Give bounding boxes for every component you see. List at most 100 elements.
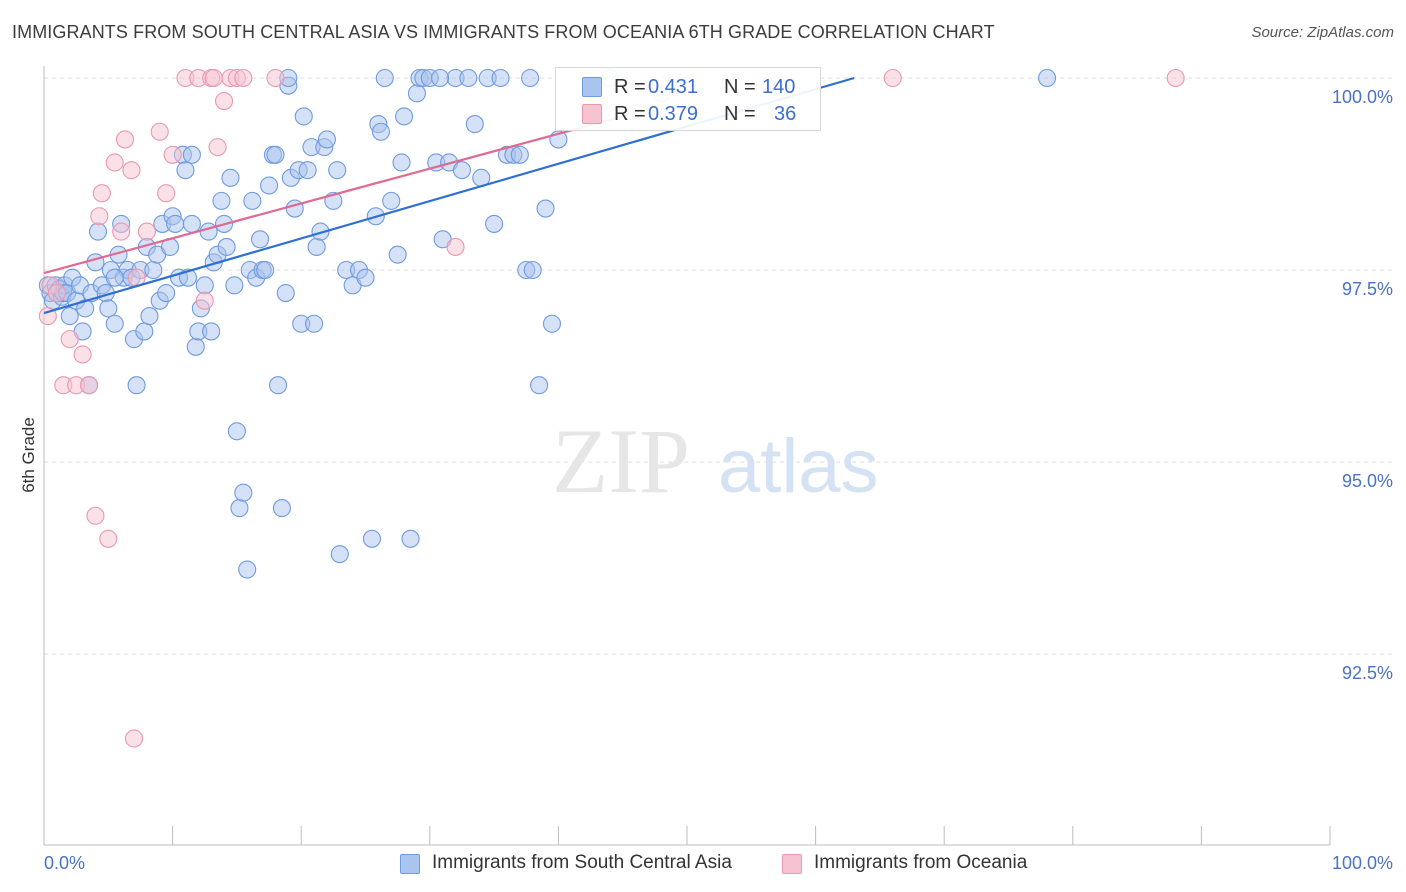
data-point [375, 68, 394, 88]
legend-swatch-blue [582, 77, 602, 97]
data-point [88, 222, 108, 241]
data-point [431, 68, 450, 88]
data-point [269, 376, 288, 395]
data-point [115, 130, 135, 149]
data-point [199, 222, 218, 241]
data-point [99, 299, 118, 318]
data-point [407, 84, 426, 103]
legend-label: Immigrants from Oceania [814, 852, 1028, 873]
y-tick-label: 97.5% [1342, 279, 1393, 299]
data-point [76, 299, 95, 318]
data-point [157, 184, 176, 203]
axes [43, 66, 1331, 846]
data-point [144, 260, 163, 280]
data-point [294, 107, 313, 126]
legend-n-value: 36 [774, 103, 797, 125]
data-point [362, 529, 381, 548]
legend-n-label: N = [724, 103, 756, 125]
series-oceania [38, 68, 1185, 748]
legend-n-value: 140 [762, 76, 796, 98]
data-point [135, 322, 154, 341]
data-point [330, 545, 349, 564]
data-point [256, 260, 275, 280]
data-point [238, 560, 257, 579]
data-point [883, 68, 902, 88]
data-point [137, 222, 156, 241]
data-point [536, 199, 555, 218]
legend-swatch-blue [400, 854, 420, 874]
legend-swatch-pink [782, 854, 802, 874]
data-point [491, 68, 510, 88]
data-point [272, 499, 291, 518]
data-point [86, 506, 105, 525]
trend-line-oceania [43, 115, 623, 275]
y-axis-title: 6th Grade [19, 417, 38, 493]
data-point [230, 499, 249, 518]
data-point [90, 207, 109, 226]
watermark-atlas: atlas [718, 424, 879, 509]
data-point [227, 422, 246, 441]
data-point [1166, 68, 1185, 88]
stats-legend: R = 0.431 N = 140 R = 0.379 N = 36 [555, 67, 821, 131]
data-point [234, 483, 253, 502]
data-point [266, 68, 285, 88]
data-point [176, 161, 195, 180]
data-point [157, 283, 176, 303]
data-point [510, 145, 529, 164]
data-point [305, 314, 324, 333]
data-point [250, 230, 270, 249]
data-point [356, 268, 375, 287]
data-point [92, 184, 111, 203]
data-point [317, 130, 336, 149]
data-point [204, 68, 223, 88]
data-point [395, 107, 414, 126]
data-point [530, 376, 549, 395]
chart-title: IMMIGRANTS FROM SOUTH CENTRAL ASIA VS IM… [12, 22, 995, 42]
data-point [388, 245, 407, 264]
data-point [122, 161, 141, 180]
data-point [86, 253, 105, 272]
data-point [446, 237, 465, 257]
data-point [521, 68, 540, 88]
data-point [73, 345, 92, 364]
data-point [217, 237, 236, 257]
x-tick-label-max: 100.0% [1332, 853, 1393, 873]
data-point [311, 222, 330, 241]
legend-n-label: N = [724, 76, 756, 98]
data-point [105, 314, 124, 333]
data-point [328, 161, 347, 180]
y-tick-label: 92.5% [1342, 663, 1393, 683]
data-point [186, 337, 205, 356]
data-point [259, 176, 279, 195]
data-point [124, 729, 144, 748]
series-south-central-asia [38, 68, 1057, 579]
data-point [182, 145, 201, 164]
data-point [60, 330, 79, 349]
data-point [99, 529, 118, 548]
legend-r-value: 0.431 [648, 76, 699, 98]
y-tick-label: 100.0% [1332, 87, 1393, 107]
legend-r-label: R = [614, 76, 646, 98]
watermark-zip: ZIP [552, 410, 690, 512]
data-point [243, 191, 262, 210]
data-point [105, 153, 124, 172]
data-point [298, 161, 317, 180]
data-point [234, 68, 253, 88]
data-point [266, 145, 285, 164]
data-point [382, 191, 401, 210]
data-point [485, 214, 504, 233]
legend-swatch-pink [582, 104, 602, 124]
data-point [60, 307, 79, 326]
x-tick-label-min: 0.0% [44, 853, 85, 873]
legend-label: Immigrants from South Central Asia [432, 852, 732, 873]
data-point [392, 153, 411, 172]
data-point [140, 307, 159, 326]
data-point [79, 376, 99, 395]
data-point [163, 145, 182, 164]
data-point [38, 307, 57, 326]
data-point [212, 191, 231, 210]
data-point [465, 115, 484, 134]
data-point [208, 138, 227, 157]
data-point [225, 276, 244, 295]
data-point [195, 291, 214, 310]
